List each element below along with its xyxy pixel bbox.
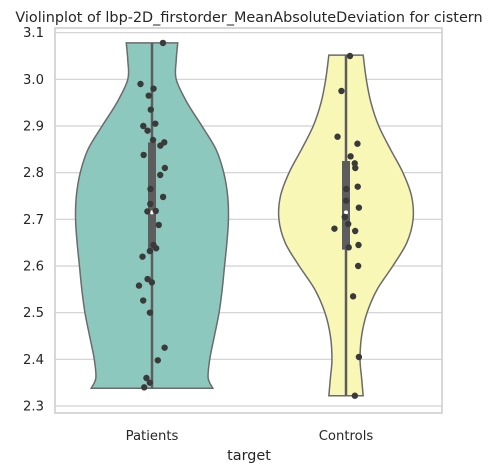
data-point: [150, 85, 157, 92]
data-point: [355, 204, 363, 211]
data-point: [157, 171, 164, 179]
point-layer: [135, 39, 363, 399]
y-tick-label: 2.7: [23, 213, 44, 228]
data-point: [352, 164, 359, 172]
data-point: [140, 151, 147, 159]
data-point: [135, 282, 143, 289]
y-tick-label: 2.6: [23, 260, 44, 275]
data-point: [355, 353, 363, 361]
data-point: [147, 200, 154, 208]
data-point: [146, 309, 154, 316]
data-point: [147, 185, 154, 193]
data-point: [155, 221, 162, 229]
data-point: [346, 52, 354, 60]
data-point: [159, 193, 167, 201]
plot-frame: [54, 27, 443, 414]
y-tick-label: 2.5: [23, 306, 44, 321]
data-point: [331, 225, 338, 232]
data-point: [144, 208, 151, 215]
x-axis-label: target: [227, 448, 271, 464]
data-point: [354, 140, 361, 147]
iqr-box-controls: [342, 161, 350, 250]
y-tick-label: 2.3: [23, 400, 44, 415]
data-point: [341, 213, 348, 221]
data-point: [147, 106, 154, 113]
median-marker-controls: [344, 210, 348, 215]
data-point: [146, 247, 154, 255]
data-point: [355, 241, 362, 249]
y-tick-label: 3.1: [23, 26, 44, 41]
data-point: [161, 344, 168, 351]
y-tick-label: 2.4: [23, 353, 44, 368]
iqr-box-patients: [148, 142, 156, 250]
data-point: [139, 253, 146, 260]
data-point: [140, 122, 147, 130]
data-point: [351, 227, 359, 235]
x-tick-label-patients: Patients: [126, 429, 179, 444]
y-tick-label: 2.8: [23, 166, 44, 181]
data-point: [338, 87, 345, 95]
data-point: [354, 262, 362, 270]
data-point: [351, 160, 358, 167]
y-tick-label: 3.0: [23, 73, 44, 88]
data-point: [334, 133, 341, 140]
data-point: [354, 183, 361, 190]
data-point: [343, 197, 350, 204]
data-point: [349, 293, 357, 300]
data-point: [137, 80, 144, 88]
data-point: [148, 279, 156, 286]
data-point: [345, 244, 352, 251]
data-point: [343, 185, 350, 193]
x-tick-label-controls: Controls: [319, 429, 374, 444]
data-point: [157, 142, 164, 149]
data-point: [152, 245, 160, 252]
data-point: [161, 164, 169, 172]
data-point: [144, 127, 151, 134]
data-point: [145, 92, 152, 99]
data-point: [143, 374, 150, 382]
data-point: [146, 379, 154, 386]
data-point: [152, 207, 159, 215]
data-point: [347, 153, 354, 160]
data-point: [152, 120, 159, 127]
data-point: [140, 297, 147, 304]
data-point: [154, 357, 162, 364]
data-point: [141, 384, 148, 391]
x-tick-labels: Patients Controls: [126, 429, 374, 444]
y-tick-labels: 2.3 2.4 2.5 2.6 2.7 2.8 2.9 3.0 3.1: [23, 26, 44, 414]
y-tick-label: 2.9: [23, 120, 44, 135]
data-point: [351, 392, 359, 399]
data-point: [149, 136, 157, 144]
data-point: [159, 39, 167, 47]
chart-title: Violinplot of lbp-2D_firstorder_MeanAbso…: [15, 10, 482, 26]
data-point: [345, 220, 352, 228]
